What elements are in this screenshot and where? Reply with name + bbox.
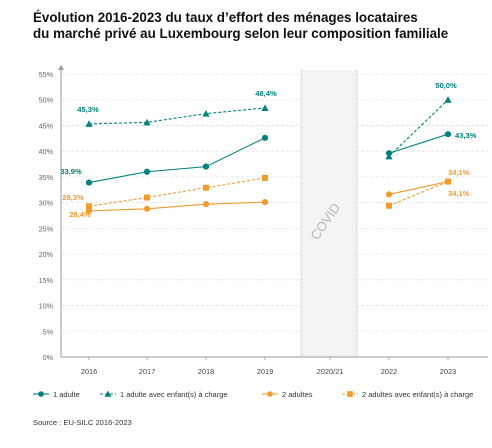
- x-tick-label: 2019: [257, 367, 273, 376]
- data-point: [202, 201, 210, 208]
- x-tick-label: 2022: [381, 367, 397, 376]
- legend-marker: [267, 391, 273, 397]
- series-line: [88, 177, 266, 207]
- data-point: [444, 131, 452, 138]
- series-line: [388, 99, 449, 157]
- series-line: [388, 181, 449, 207]
- data-point: [86, 203, 92, 210]
- data-label: 33,9%: [60, 167, 82, 176]
- data-point: [385, 191, 393, 198]
- series-line: [388, 133, 449, 154]
- x-tick-label: 2016: [81, 367, 97, 376]
- legend-item: 1 adulte avec enfant(s) à charge: [100, 390, 228, 399]
- y-tick-label: 20%: [39, 250, 54, 259]
- series-line: [88, 137, 266, 184]
- covid-band-inner: [302, 70, 356, 357]
- y-axis-arrow: [58, 65, 64, 70]
- data-point: [85, 120, 93, 127]
- data-point: [143, 168, 151, 175]
- data-point: [261, 199, 269, 206]
- data-point: [202, 110, 210, 117]
- data-point: [445, 178, 451, 185]
- y-tick-label: 35%: [39, 173, 54, 182]
- data-label: 45,3%: [77, 105, 99, 114]
- data-point: [386, 202, 392, 209]
- y-tick-label: 50%: [39, 96, 54, 105]
- y-tick-label: 30%: [39, 199, 54, 208]
- legend-marker: [347, 391, 353, 397]
- data-label: 50,0%: [435, 81, 457, 90]
- data-point: [444, 96, 452, 103]
- y-tick-label: 45%: [39, 121, 54, 130]
- y-tick-label: 40%: [39, 147, 54, 156]
- data-point: [85, 207, 93, 214]
- data-point: [143, 205, 151, 212]
- legend-label: 1 adulte: [53, 390, 80, 399]
- x-tick-label: 2018: [198, 367, 214, 376]
- data-point: [85, 179, 93, 186]
- chart-title-line-1: Évolution 2016-2023 du taux d’effort des…: [33, 10, 418, 25]
- x-tick-label: 2017: [139, 367, 155, 376]
- data-label: 28,4%: [69, 210, 91, 219]
- data-label: 29,3%: [62, 193, 84, 202]
- legend-marker: [104, 390, 112, 397]
- series-1: [85, 131, 452, 186]
- data-point: [262, 174, 268, 181]
- data-label: 48,4%: [255, 89, 277, 98]
- series-line: [88, 107, 266, 125]
- legend-item: 2 adultes avec enfant(s) à charge: [342, 390, 473, 399]
- data-point: [202, 163, 210, 170]
- x-tick-label: 2020/21: [317, 367, 344, 376]
- data-point: [261, 134, 269, 141]
- legend-label: 1 adulte avec enfant(s) à charge: [120, 390, 228, 399]
- chart-title: Évolution 2016-2023 du taux d’effort des…: [33, 10, 488, 42]
- legend-item: 1 adulte: [33, 390, 80, 399]
- y-tick-label: 10%: [39, 302, 54, 311]
- legend-label: 2 adultes avec enfant(s) à charge: [362, 390, 473, 399]
- y-tick-label: 15%: [39, 276, 54, 285]
- data-label: 43,3%: [455, 131, 477, 140]
- legend-marker: [38, 391, 44, 397]
- data-point: [143, 118, 151, 126]
- data-point: [144, 194, 150, 201]
- legend-label: 2 adultes: [282, 390, 313, 399]
- series-3: [85, 178, 452, 214]
- series-line: [88, 201, 266, 212]
- y-tick-label: 55%: [39, 70, 54, 79]
- data-point: [261, 104, 269, 111]
- series-2: [85, 96, 452, 160]
- y-tick-label: 0%: [43, 353, 54, 362]
- series-line: [388, 181, 449, 195]
- data-label: 34,1%: [448, 168, 470, 177]
- source-note: Source : EU-SILC 2016-2023: [33, 418, 132, 427]
- data-point: [385, 152, 393, 160]
- legend-item: 2 adultes: [262, 390, 313, 399]
- y-tick-label: 5%: [43, 327, 54, 336]
- chart-title-line-2: du marché privé au Luxembourg selon leur…: [33, 26, 449, 41]
- x-tick-label: 2023: [440, 367, 456, 376]
- data-point: [203, 184, 209, 191]
- y-tick-label: 25%: [39, 224, 54, 233]
- series-4: [86, 174, 451, 210]
- data-label: 34,1%: [448, 189, 470, 198]
